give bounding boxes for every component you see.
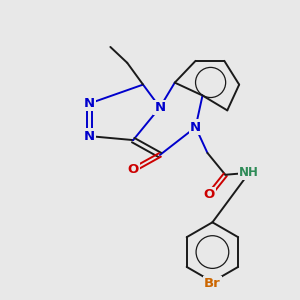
Text: N: N: [84, 97, 95, 110]
Text: O: O: [128, 163, 139, 176]
Text: NH: NH: [239, 166, 259, 179]
Text: Br: Br: [204, 277, 221, 290]
Text: N: N: [190, 121, 201, 134]
Text: O: O: [204, 188, 215, 201]
Text: N: N: [154, 101, 166, 114]
Text: N: N: [84, 130, 95, 142]
